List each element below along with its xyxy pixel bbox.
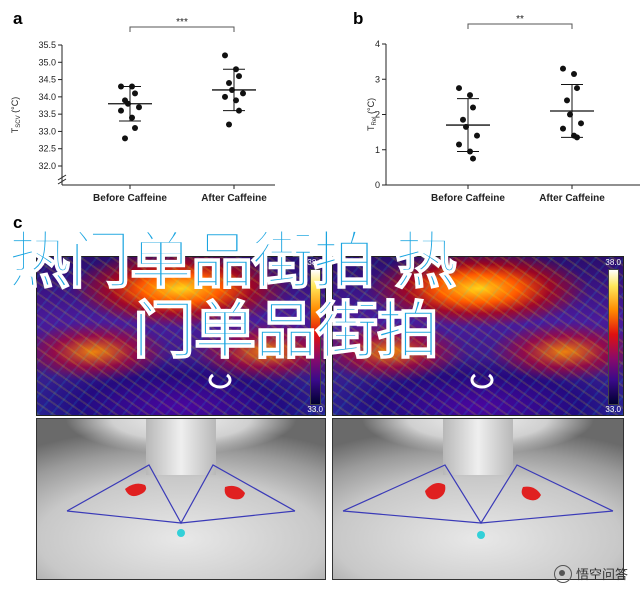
thermal-colorbar: [608, 269, 619, 405]
thermal-texture: [37, 257, 325, 415]
data-point: [467, 92, 473, 99]
landmark-dot: [177, 529, 185, 537]
colorbar-min-label: 33.0: [307, 405, 323, 414]
data-point: [470, 155, 476, 162]
y-tick-label: 32.5: [38, 144, 56, 154]
significance-label: **: [516, 14, 524, 25]
landmark-dot: [477, 531, 485, 539]
y-label-unit: (°C): [10, 97, 20, 116]
landmark-line: [180, 510, 296, 524]
data-point: [132, 124, 138, 131]
thermal-image-left: 38.0 33.0: [36, 256, 326, 416]
data-point: [456, 85, 462, 92]
y-axis-label-text: TSCV (°C): [10, 97, 22, 133]
colorbar-max-label: 38.0: [605, 258, 621, 267]
panel-label-a: a: [13, 9, 23, 28]
greyscale-image-right: [332, 418, 624, 580]
neck-shape: [443, 419, 513, 475]
y-label-unit: (°C): [366, 98, 376, 117]
logo-text: 悟空问答: [575, 568, 628, 583]
data-point: [460, 116, 466, 123]
neck-shape: [146, 419, 216, 475]
data-point: [240, 90, 246, 97]
data-point: [578, 120, 584, 127]
hotspot-marker-icon: [470, 373, 494, 389]
y-tick-label: 34.0: [38, 92, 56, 102]
y-axis-label: TRel (°C): [366, 98, 378, 131]
panel-label-c: c: [13, 213, 23, 232]
significance-bar: [129, 26, 235, 32]
data-point: [560, 65, 566, 72]
y-label-main: T: [366, 125, 376, 131]
data-point: [132, 90, 138, 97]
thermal-colorbar: [310, 269, 321, 405]
y-tick-label: 33.0: [38, 126, 56, 136]
thermal-marker-right: [470, 373, 494, 389]
hotspot-marker-icon: [208, 373, 232, 389]
data-point: [571, 70, 577, 77]
y-label-sub: SCV: [16, 115, 22, 127]
heat-patch-right: [521, 486, 541, 501]
y-tick-label: 35.0: [38, 57, 56, 67]
data-point: [560, 125, 566, 132]
significance-label: ***: [176, 17, 188, 28]
chart-b: 0 1 2 3 4 TRel (°C) Before Caffeine After Caffe…: [366, 14, 640, 204]
y-tick-label: 35.5: [38, 40, 56, 50]
data-point: [564, 97, 570, 104]
colorbar-min-label: 33.0: [605, 405, 621, 414]
heat-patch-right: [224, 485, 245, 500]
axis-break-icon: [57, 174, 67, 185]
thermal-heatmap: [37, 257, 325, 415]
greyscale-image-left: [36, 418, 326, 580]
y-tick-label: 4: [375, 39, 380, 49]
landmark-line: [480, 510, 614, 524]
landmark-line: [66, 510, 182, 524]
y-tick-label: 2: [375, 110, 380, 120]
data-point: [470, 104, 476, 111]
heat-patch-left: [125, 483, 147, 497]
x-tick-label: Before Caffeine: [431, 193, 505, 204]
thermal-texture: [333, 257, 623, 415]
significance-bar: [467, 23, 573, 29]
chart-a: 32.0 32.5 33.0 33.5 34.0 34.5 35.0 35.5 TSCV (°C…: [10, 17, 275, 204]
y-axis-label-text: TRel (°C): [366, 98, 378, 131]
y-tick-label: 33.5: [38, 109, 56, 119]
landmark-line: [342, 510, 482, 524]
colorbar-max-label: 38.0: [307, 258, 323, 267]
landmark-overlay-left: [66, 464, 296, 537]
y-tick-label: 3: [375, 74, 380, 84]
data-point: [226, 121, 232, 128]
y-axis-label: TSCV (°C): [10, 97, 22, 133]
data-point: [136, 104, 142, 111]
data-point: [118, 107, 124, 114]
y-label-main: T: [10, 127, 20, 133]
y-tick-label: 34.5: [38, 75, 56, 85]
data-point: [474, 132, 480, 139]
y-tick-label: 1: [375, 145, 380, 155]
data-point: [222, 52, 228, 59]
data-point: [122, 135, 128, 142]
data-point: [236, 73, 242, 80]
x-tick-label: Before Caffeine: [93, 193, 167, 204]
data-point: [226, 80, 232, 87]
panel-label-b: b: [353, 9, 364, 28]
logo-icon: [553, 564, 572, 583]
thermal-heatmap: [333, 257, 623, 415]
y-tick-label: 0: [375, 180, 380, 190]
x-tick-label: After Caffeine: [539, 193, 605, 204]
data-point: [456, 141, 462, 148]
landmark-overlay-right: [342, 464, 614, 539]
y-label-sub: Rel: [372, 117, 378, 126]
thermal-image-right: 38.0 33.0: [332, 256, 624, 416]
heat-patch-left: [425, 483, 446, 500]
data-point: [574, 85, 580, 92]
site-logo: 悟空问答: [553, 564, 628, 583]
y-tick-label: 32.0: [38, 161, 56, 171]
x-tick-label: After Caffeine: [201, 193, 267, 204]
data-point: [222, 93, 228, 100]
thermal-marker-left: [208, 373, 232, 389]
